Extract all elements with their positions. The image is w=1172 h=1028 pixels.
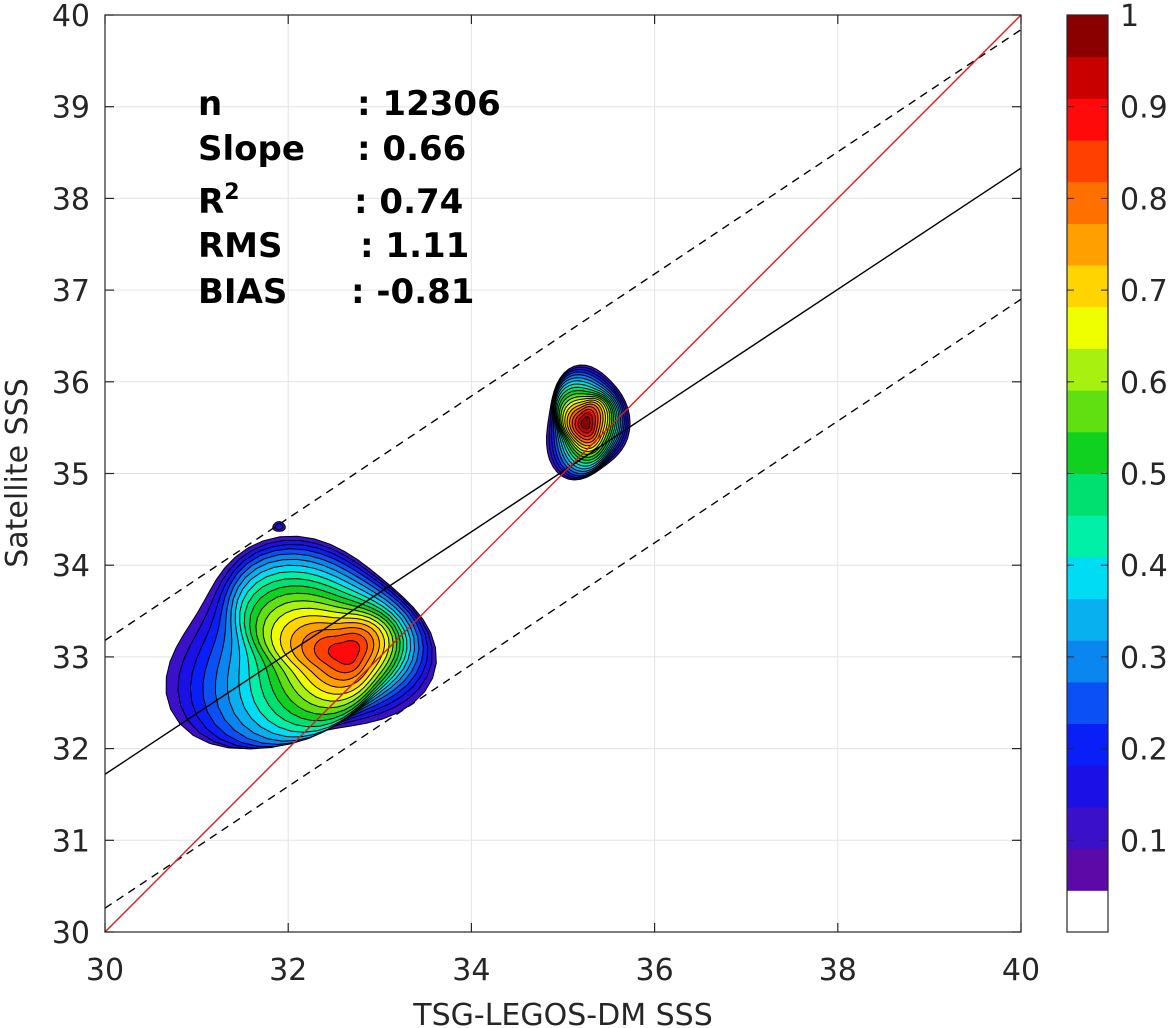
colorbar-tick-label: 0.5 bbox=[1120, 458, 1168, 493]
x-tick-label: 36 bbox=[636, 953, 674, 988]
colorbar-tick-label: 0.6 bbox=[1120, 366, 1168, 401]
colorbar-segment bbox=[1067, 806, 1108, 850]
y-tick-label: 31 bbox=[52, 824, 90, 859]
x-tick-label: 32 bbox=[269, 953, 307, 988]
x-axis-label: TSG-LEGOS-DM SSS bbox=[412, 998, 713, 1028]
colorbar-segment bbox=[1067, 723, 1108, 766]
colorbar-segment bbox=[1067, 640, 1108, 683]
regression-line bbox=[105, 167, 1021, 775]
axis-ticks: 30 32 34 36 38 40 30 31 32 33 34 35 36 37 38 39 40 bbox=[52, 0, 1040, 988]
colorbar-tick-label: 0.3 bbox=[1120, 641, 1168, 676]
x-tick-label: 40 bbox=[1002, 953, 1040, 988]
x-tick-label: 34 bbox=[452, 953, 490, 988]
y-axis-label: Satellite SSS bbox=[0, 378, 35, 568]
density-contours bbox=[165, 364, 631, 750]
colorbar-segment bbox=[1067, 181, 1108, 224]
y-tick-label: 34 bbox=[52, 549, 90, 584]
colorbar-segment bbox=[1067, 56, 1108, 99]
stat-label: RMS bbox=[198, 226, 283, 266]
contour-level bbox=[327, 640, 361, 665]
identity-line bbox=[105, 15, 1021, 932]
colorbar-tick-label: 1 bbox=[1120, 0, 1139, 34]
colorbar-tick-label: 0.8 bbox=[1120, 182, 1168, 217]
upper-bound-dashed-line bbox=[105, 29, 1021, 641]
colorbar-tick-label: 0.1 bbox=[1120, 824, 1168, 859]
stat-value: : 0.66 bbox=[357, 129, 466, 169]
y-tick-label: 36 bbox=[52, 366, 90, 401]
colorbar-segment bbox=[1067, 265, 1108, 308]
y-tick-label: 35 bbox=[52, 458, 90, 493]
stat-value: : 1.11 bbox=[360, 226, 469, 266]
colorbar-segment bbox=[1067, 15, 1108, 58]
colorbar-segment bbox=[1067, 765, 1108, 808]
stat-value: : 12306 bbox=[357, 84, 501, 124]
y-tick-label: 39 bbox=[52, 91, 90, 126]
fit-lines bbox=[105, 15, 1021, 932]
colorbar-segment bbox=[1067, 390, 1108, 433]
colorbar-tick-label: 0.7 bbox=[1120, 274, 1168, 309]
colorbar-segment bbox=[1067, 848, 1108, 891]
colorbar-segment bbox=[1067, 556, 1108, 600]
y-tick-label: 33 bbox=[52, 641, 90, 676]
y-tick-label: 32 bbox=[52, 733, 90, 768]
contour-level bbox=[580, 416, 591, 430]
colorbar-segment bbox=[1067, 348, 1108, 391]
y-tick-label: 38 bbox=[52, 182, 90, 217]
x-tick-label: 38 bbox=[819, 953, 857, 988]
stat-label-superscript: 2 bbox=[224, 180, 239, 205]
colorbar-segment bbox=[1067, 515, 1108, 558]
stat-label: Slope bbox=[198, 129, 305, 169]
colorbar-tick-label: 0.9 bbox=[1120, 91, 1168, 126]
colorbar-segment bbox=[1067, 223, 1108, 266]
colorbar-segment bbox=[1067, 306, 1108, 349]
colorbar-segment bbox=[1067, 598, 1108, 641]
colorbar-segment bbox=[1067, 890, 1108, 933]
lower-bound-dashed-line bbox=[105, 298, 1021, 909]
y-tick-label: 40 bbox=[52, 0, 90, 34]
colorbar-tick-label: 0.4 bbox=[1120, 549, 1168, 584]
y-tick-label: 30 bbox=[52, 916, 90, 951]
colorbar-segment bbox=[1067, 681, 1108, 725]
colorbar-segment bbox=[1067, 431, 1108, 474]
contour-level bbox=[274, 523, 284, 530]
colorbar-segment bbox=[1067, 473, 1108, 516]
stat-value: : 0.74 bbox=[354, 182, 463, 222]
colorbar-tick-label: 0.2 bbox=[1120, 733, 1168, 768]
stat-label: BIAS bbox=[198, 272, 287, 312]
colorbar: 0.1 0.2 0.3 0.4 0.5 0.6 0.7 0.8 0.9 1 bbox=[1066, 0, 1168, 933]
stat-label: n bbox=[198, 84, 222, 124]
colorbar-segment bbox=[1067, 98, 1108, 141]
stat-value: : -0.81 bbox=[351, 272, 474, 312]
y-tick-label: 37 bbox=[52, 274, 90, 309]
x-tick-label: 30 bbox=[86, 953, 124, 988]
colorbar-segment bbox=[1067, 140, 1108, 183]
